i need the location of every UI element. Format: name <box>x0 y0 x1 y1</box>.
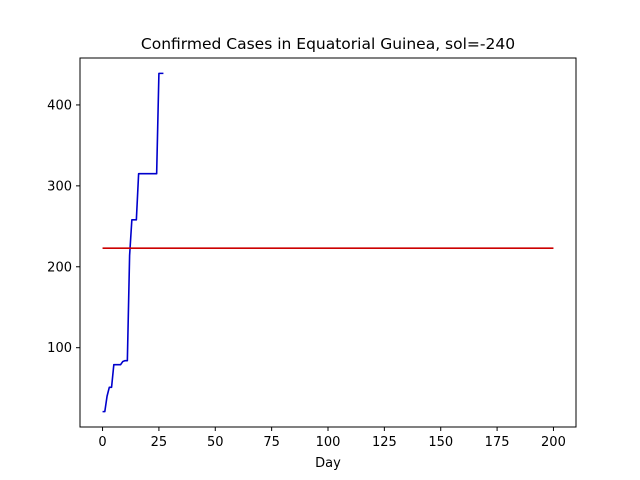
x-tick-label: 0 <box>98 435 106 450</box>
x-axis-ticks: 0 25 50 75 100 125 150 175 200 <box>98 427 566 450</box>
x-axis-label: Day <box>315 456 341 471</box>
series-layer <box>102 72 554 413</box>
y-axis-ticks: 100 200 300 400 <box>47 98 80 356</box>
y-tick-label: 100 <box>47 341 72 356</box>
y-tick-label: 400 <box>47 98 72 113</box>
series-line-0 <box>102 72 164 413</box>
y-tick-label: 200 <box>47 260 72 275</box>
x-tick-label: 175 <box>485 435 510 450</box>
chart-title: Confirmed Cases in Equatorial Guinea, so… <box>141 35 515 53</box>
x-tick-label: 200 <box>541 435 566 450</box>
x-tick-label: 50 <box>207 435 224 450</box>
x-tick-label: 150 <box>428 435 453 450</box>
x-tick-label: 25 <box>151 435 168 450</box>
x-tick-label: 75 <box>263 435 280 450</box>
x-tick-label: 125 <box>372 435 397 450</box>
x-tick-label: 100 <box>316 435 341 450</box>
y-tick-label: 300 <box>47 179 72 194</box>
plot-area-frame <box>79 57 577 428</box>
